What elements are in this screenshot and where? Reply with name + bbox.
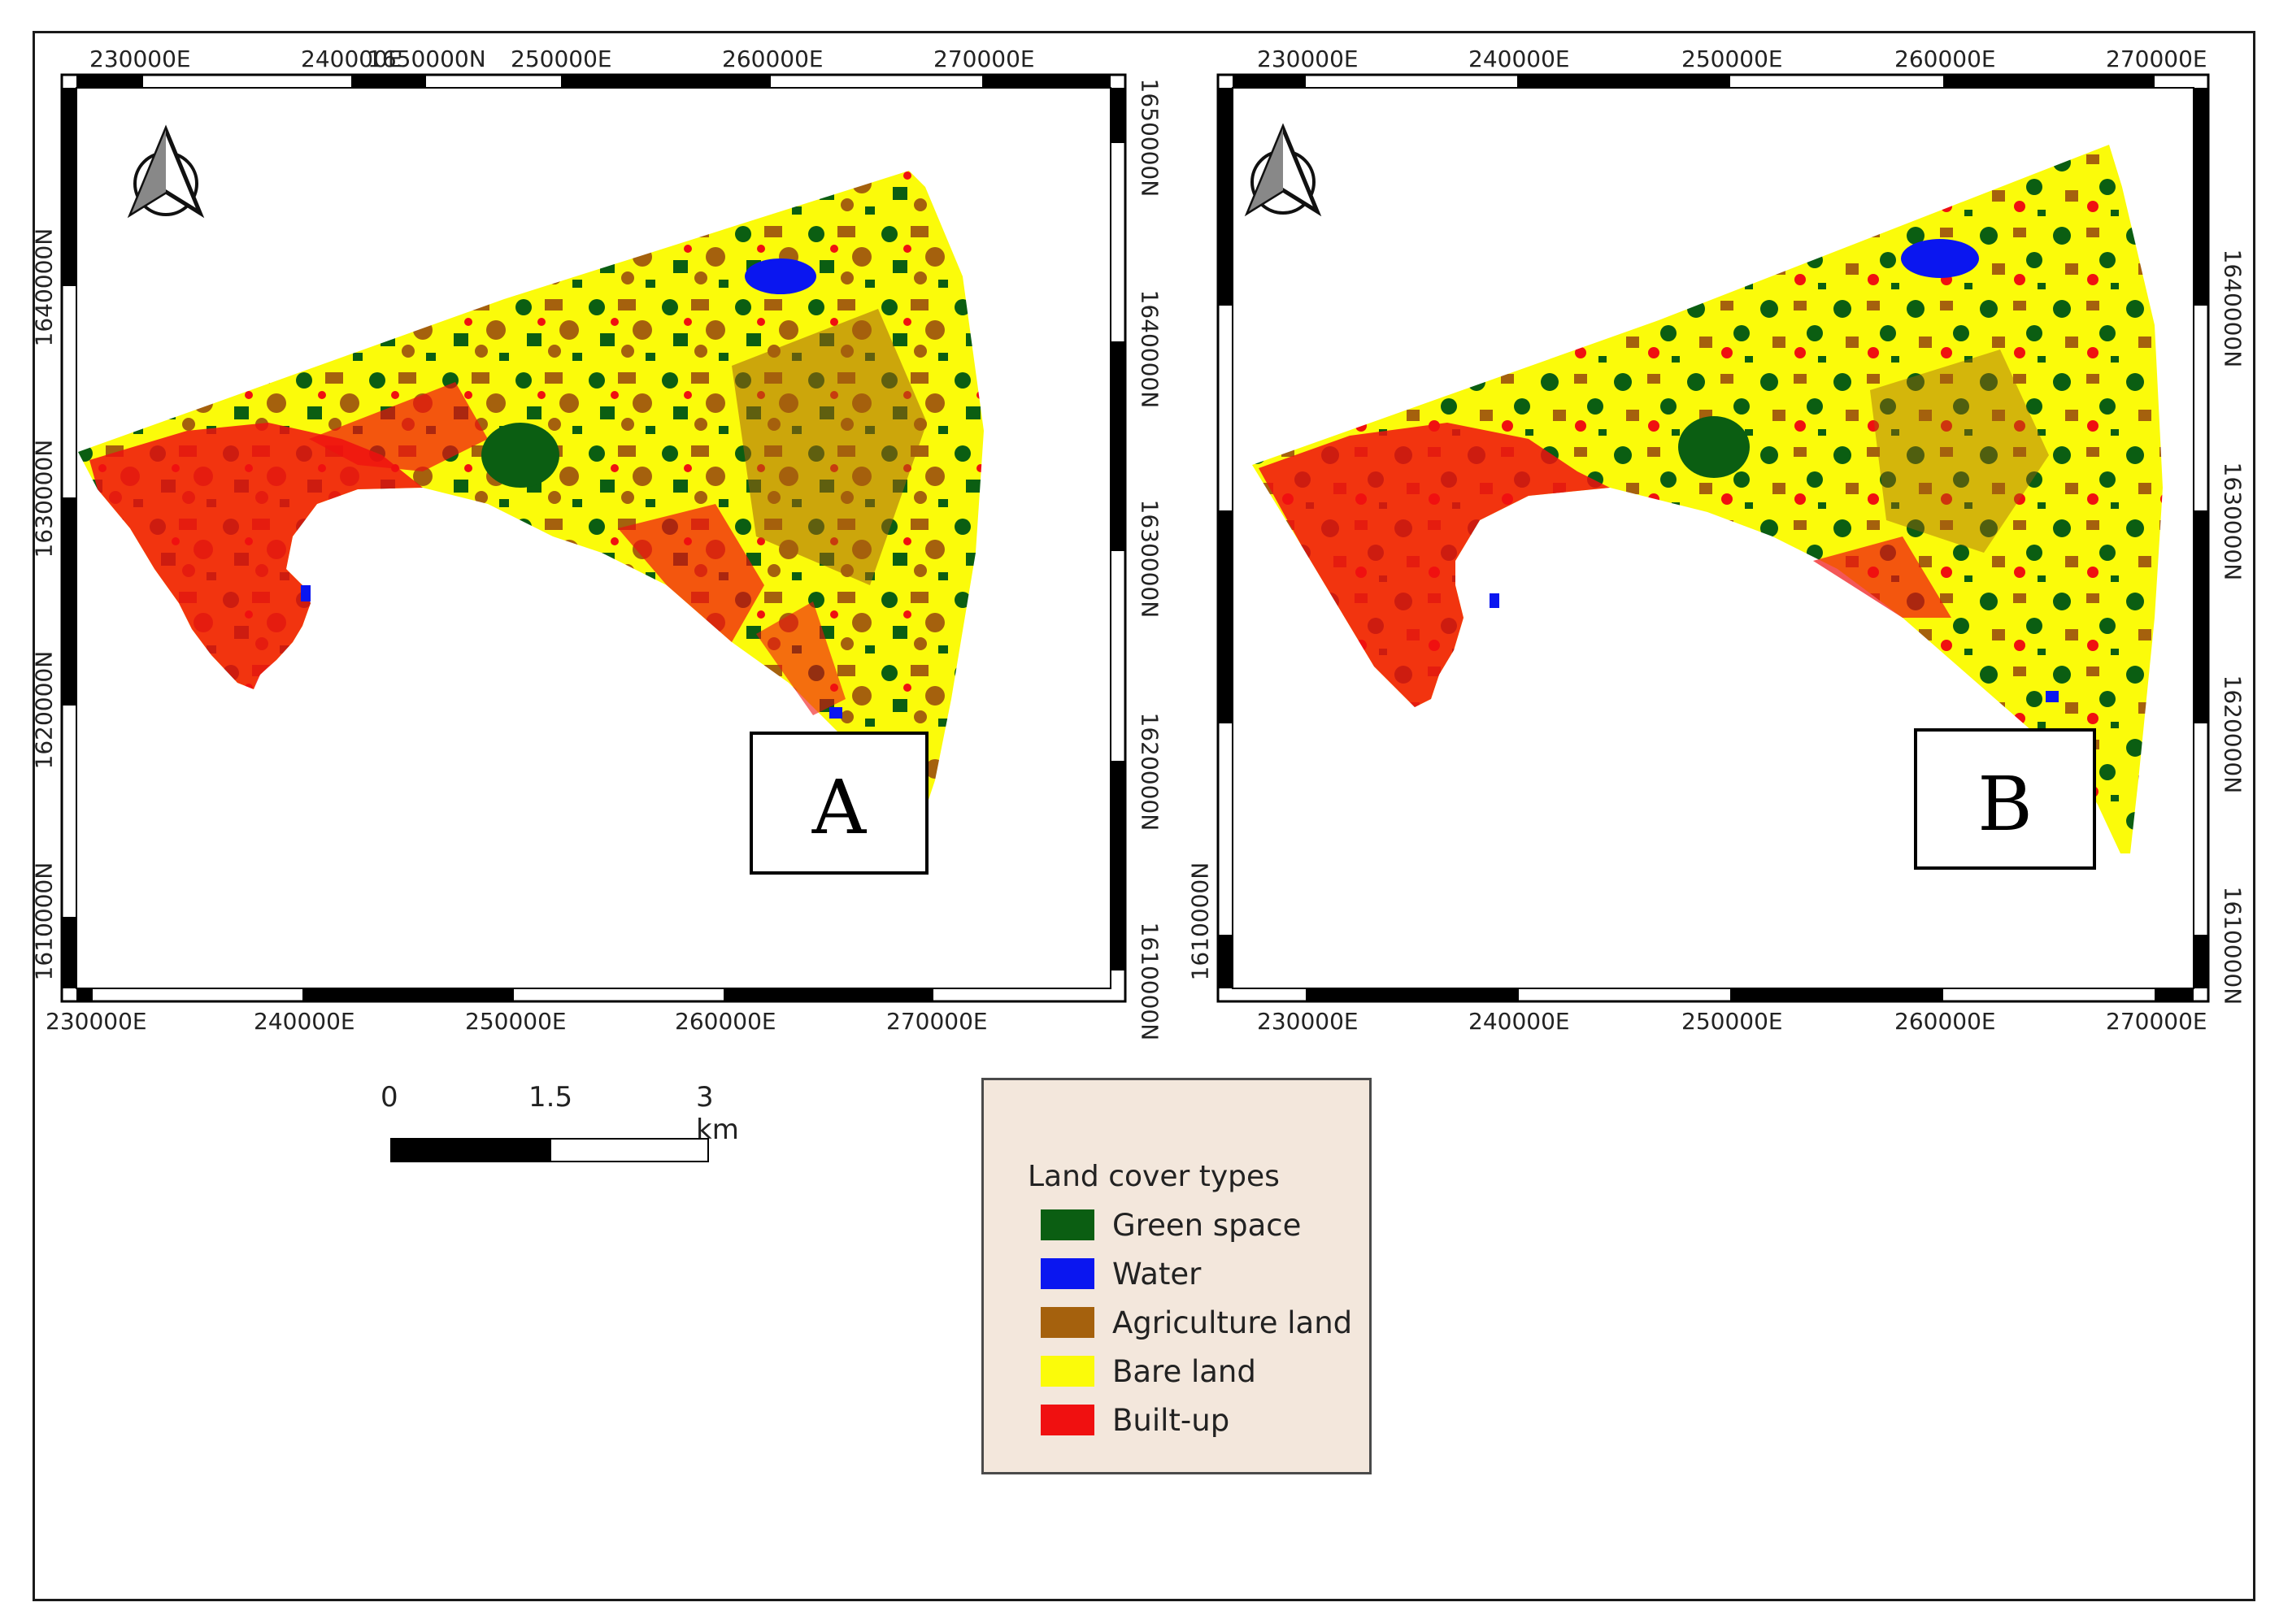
x-tick-label: 250000E (465, 1008, 567, 1035)
legend-item: Water (1041, 1256, 1202, 1292)
y-tick-label: 1620000N (2219, 675, 2246, 794)
x-tick-label: 270000E (2106, 1008, 2207, 1035)
x-tick-label: 230000E (1257, 1008, 1359, 1035)
scale-label-0: 0 (381, 1081, 398, 1114)
legend-label: Built-up (1112, 1402, 1230, 1438)
x-tick-label: 240000E (254, 1008, 355, 1035)
legend-label: Green space (1112, 1207, 1302, 1243)
legend-title: Land cover types (1028, 1160, 1280, 1193)
legend-item: Agriculture land (1041, 1305, 1353, 1340)
y-tick-label: 1630000N (2219, 462, 2246, 581)
legend-swatch (1041, 1356, 1094, 1387)
x-tick-label: 260000E (1894, 46, 1996, 72)
x-tick-label: 230000E (89, 46, 191, 72)
legend-swatch (1041, 1209, 1094, 1240)
x-tick-label: 250000E (1681, 1008, 1783, 1035)
legend-swatch (1041, 1405, 1094, 1435)
x-tick-label: 260000E (675, 1008, 776, 1035)
x-tick-label: 270000E (933, 46, 1035, 72)
y-tick-label: 1610000N (1186, 862, 1214, 981)
x-tick-label: 240000E (301, 46, 402, 72)
x-tick-label: 270000E (886, 1008, 988, 1035)
map-label-b: B (1977, 761, 2033, 848)
scale-bar-white (550, 1138, 709, 1162)
x-tick-label: 260000E (722, 46, 824, 72)
legend-label: Bare land (1112, 1353, 1256, 1389)
x-tick-label: 270000E (2106, 46, 2207, 72)
x-tick-label: 230000E (1257, 46, 1359, 72)
legend-item: Bare land (1041, 1353, 1256, 1389)
x-tick-label: 250000E (1681, 46, 1783, 72)
figure-frame (33, 31, 2255, 1601)
legend-label: Water (1112, 1256, 1202, 1292)
legend-swatch (1041, 1258, 1094, 1289)
scale-bar-black (390, 1138, 553, 1162)
x-tick-label: 230000E (46, 1008, 147, 1035)
legend-swatch (1041, 1307, 1094, 1338)
legend-item: Built-up (1041, 1402, 1230, 1438)
legend-label: Agriculture land (1112, 1305, 1353, 1340)
y-tick-label: 1640000N (2219, 249, 2246, 368)
scale-bar: 0 1.5 3 km (381, 1081, 739, 1170)
x-tick-label: 240000E (1468, 46, 1570, 72)
scale-label-mid: 1.5 (528, 1081, 573, 1114)
scale-label-end: 3 km (696, 1081, 739, 1146)
y-tick-label: 1610000N (2219, 886, 2246, 1005)
x-tick-label: 1650000N (368, 46, 486, 72)
x-tick-label: 250000E (511, 46, 612, 72)
legend-item: Green space (1041, 1207, 1302, 1243)
x-tick-label: 240000E (1468, 1008, 1570, 1035)
x-tick-label: 260000E (1894, 1008, 1996, 1035)
map-label-a: A (811, 764, 867, 851)
legend: Land cover types Green space Water Agric… (981, 1078, 1372, 1474)
